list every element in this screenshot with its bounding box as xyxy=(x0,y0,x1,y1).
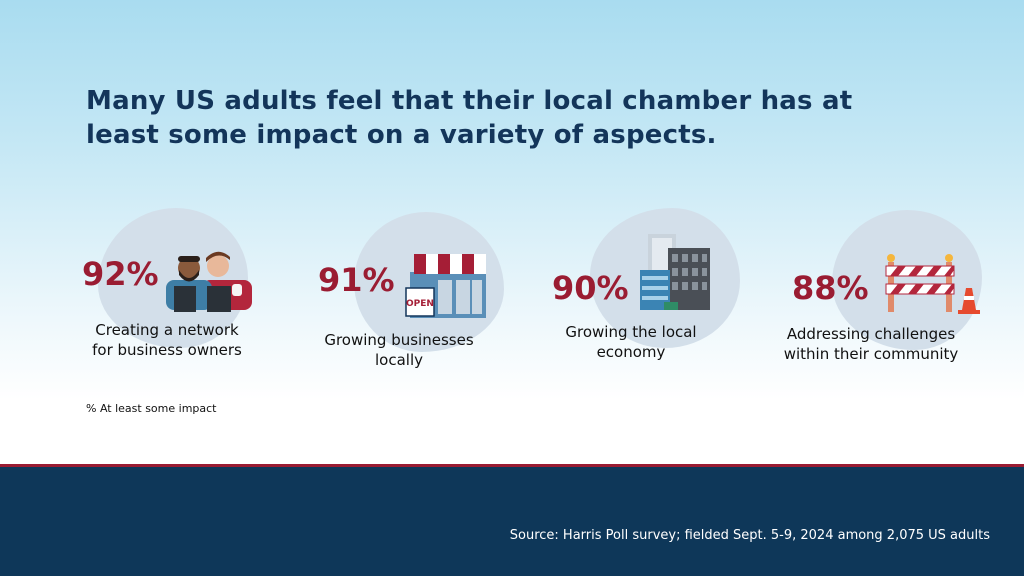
stat-2-label-line-1: Growing businesses xyxy=(324,331,474,349)
road-barrier-icon xyxy=(885,254,980,314)
storefront-icon: OPEN xyxy=(405,254,486,318)
stat-3-value: 90% xyxy=(552,269,629,307)
headline: Many US adults feel that their local cha… xyxy=(86,86,853,150)
stat-1-label-line-2: for business owners xyxy=(92,341,242,359)
stat-4-label-line-1: Addressing challenges xyxy=(786,325,956,343)
stat-2-label-line-2: locally xyxy=(375,351,423,369)
stat-4-value: 88% xyxy=(792,269,869,307)
stat-4-backdrop xyxy=(832,210,982,350)
stat-3-label-line-2: economy xyxy=(596,343,666,361)
stat-1-label-line-1: Creating a network xyxy=(95,321,239,339)
stat-1-label: Creating a network for business owners xyxy=(72,320,262,360)
stat-2-label: Growing businesses locally xyxy=(304,330,494,370)
footnote: % At least some impact xyxy=(86,402,217,415)
stat-3-label-line-1: Growing the local xyxy=(565,323,697,341)
open-sign-text: OPEN xyxy=(406,299,434,309)
stat-3-label: Growing the local economy xyxy=(536,322,726,362)
footer-accent-line xyxy=(0,464,1024,467)
footer-band xyxy=(0,467,1024,576)
stat-4-label: Addressing challenges within their commu… xyxy=(766,324,976,364)
stat-2-value: 91% xyxy=(318,261,395,299)
source-text: Source: Harris Poll survey; fielded Sept… xyxy=(509,528,990,543)
stat-4-label-line-2: within their community xyxy=(783,345,959,363)
stat-1-value: 92% xyxy=(82,255,159,293)
stat-1-backdrop xyxy=(98,208,248,348)
city-buildings-icon xyxy=(640,234,710,310)
business-owners-icon xyxy=(166,251,252,312)
